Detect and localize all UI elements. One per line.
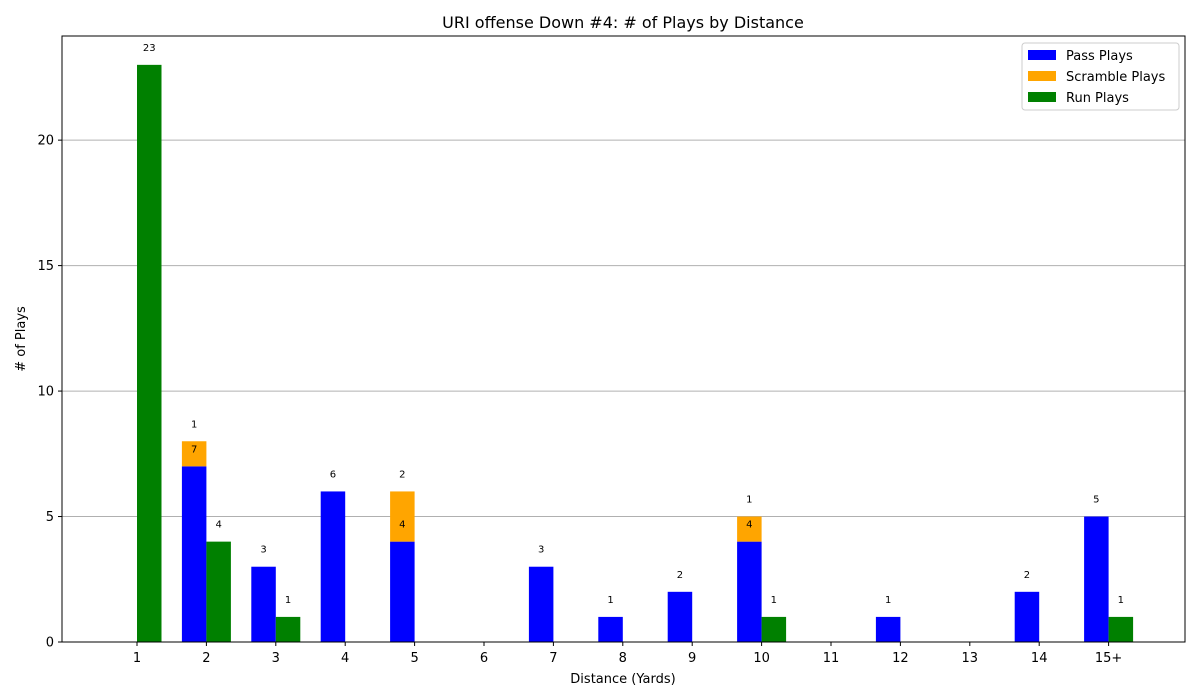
data-label: 1	[885, 595, 891, 606]
x-tick-label: 8	[619, 651, 627, 666]
data-label: 4	[399, 520, 405, 531]
bar-scramble	[181, 441, 207, 467]
x-tick-label: 2	[202, 651, 210, 666]
legend-swatch	[1028, 50, 1056, 60]
bar-pass	[1084, 516, 1109, 642]
data-label: 1	[607, 595, 613, 606]
bar-run	[206, 541, 231, 642]
y-tick-label: 0	[46, 636, 54, 651]
data-label: 1	[1118, 595, 1124, 606]
y-axis-ticks: 0 5 10 15 20	[37, 134, 62, 651]
data-label: 6	[330, 469, 336, 480]
bar-pass	[390, 541, 415, 642]
bar-run	[137, 64, 162, 643]
legend-swatch	[1028, 71, 1056, 81]
x-tick-label: 10	[753, 651, 770, 666]
x-tick-label: 13	[962, 651, 979, 666]
legend-entry: Pass Plays	[1066, 49, 1133, 64]
bar-pass	[598, 616, 623, 642]
x-tick-label: 14	[1031, 651, 1048, 666]
data-label: 23	[143, 43, 156, 54]
x-axis-ticks: 1 2 3 4 5 6 7 8 9 10 11 12 13 14 15+	[133, 642, 1122, 666]
legend-swatch	[1028, 92, 1056, 102]
x-tick-label: 6	[480, 651, 488, 666]
x-tick-label: 7	[549, 651, 557, 666]
data-label: 1	[746, 495, 752, 506]
x-tick-label: 3	[272, 651, 280, 666]
x-tick-label: 11	[823, 651, 840, 666]
x-tick-label: 9	[688, 651, 696, 666]
data-label: 3	[260, 545, 266, 556]
chart-title: URI offense Down #4: # of Plays by Dista…	[442, 13, 804, 32]
y-tick-label: 5	[46, 510, 54, 525]
data-label: 1	[191, 419, 197, 430]
bar-run	[275, 616, 301, 642]
bar-pass	[1014, 591, 1040, 642]
bar-pass	[251, 566, 276, 642]
bar-run	[1108, 616, 1134, 642]
data-label: 5	[1093, 495, 1099, 506]
plot-area-frame	[61, 35, 1186, 643]
x-tick-label: 12	[892, 651, 909, 666]
legend-frame	[1021, 42, 1180, 111]
bar-run	[761, 616, 787, 642]
x-tick-label: 4	[341, 651, 349, 666]
bar-pass	[528, 566, 554, 642]
legend-entry: Run Plays	[1066, 91, 1129, 106]
bar-scramble	[737, 516, 762, 542]
data-label: 4	[215, 520, 221, 531]
y-gridlines	[62, 139, 1185, 518]
data-label: 2	[399, 469, 405, 480]
bars	[137, 64, 1134, 643]
legend: Pass Plays Scramble Plays Run Plays	[1021, 42, 1180, 111]
data-label: 7	[191, 444, 197, 455]
bar-pass	[667, 591, 693, 642]
data-label: 4	[746, 520, 752, 531]
y-tick-label: 20	[37, 134, 54, 149]
data-label: 1	[285, 595, 291, 606]
data-label: 2	[677, 570, 683, 581]
y-tick-label: 10	[37, 385, 54, 400]
x-tick-label: 15+	[1095, 651, 1122, 666]
y-tick-label: 15	[37, 259, 54, 274]
bar-scramble	[390, 491, 415, 542]
x-tick-label: 5	[410, 651, 418, 666]
data-label: 2	[1024, 570, 1030, 581]
y-axis-label: # of Plays	[14, 306, 29, 372]
data-label: 3	[538, 545, 544, 556]
data-label: 1	[771, 595, 777, 606]
x-axis-label: Distance (Yards)	[570, 672, 675, 687]
bar-pass	[320, 491, 346, 642]
legend-entry: Scramble Plays	[1066, 70, 1165, 85]
x-tick-label: 1	[133, 651, 141, 666]
bar-pass	[181, 466, 207, 642]
bar-pass	[737, 541, 762, 642]
bar-pass	[875, 616, 901, 642]
